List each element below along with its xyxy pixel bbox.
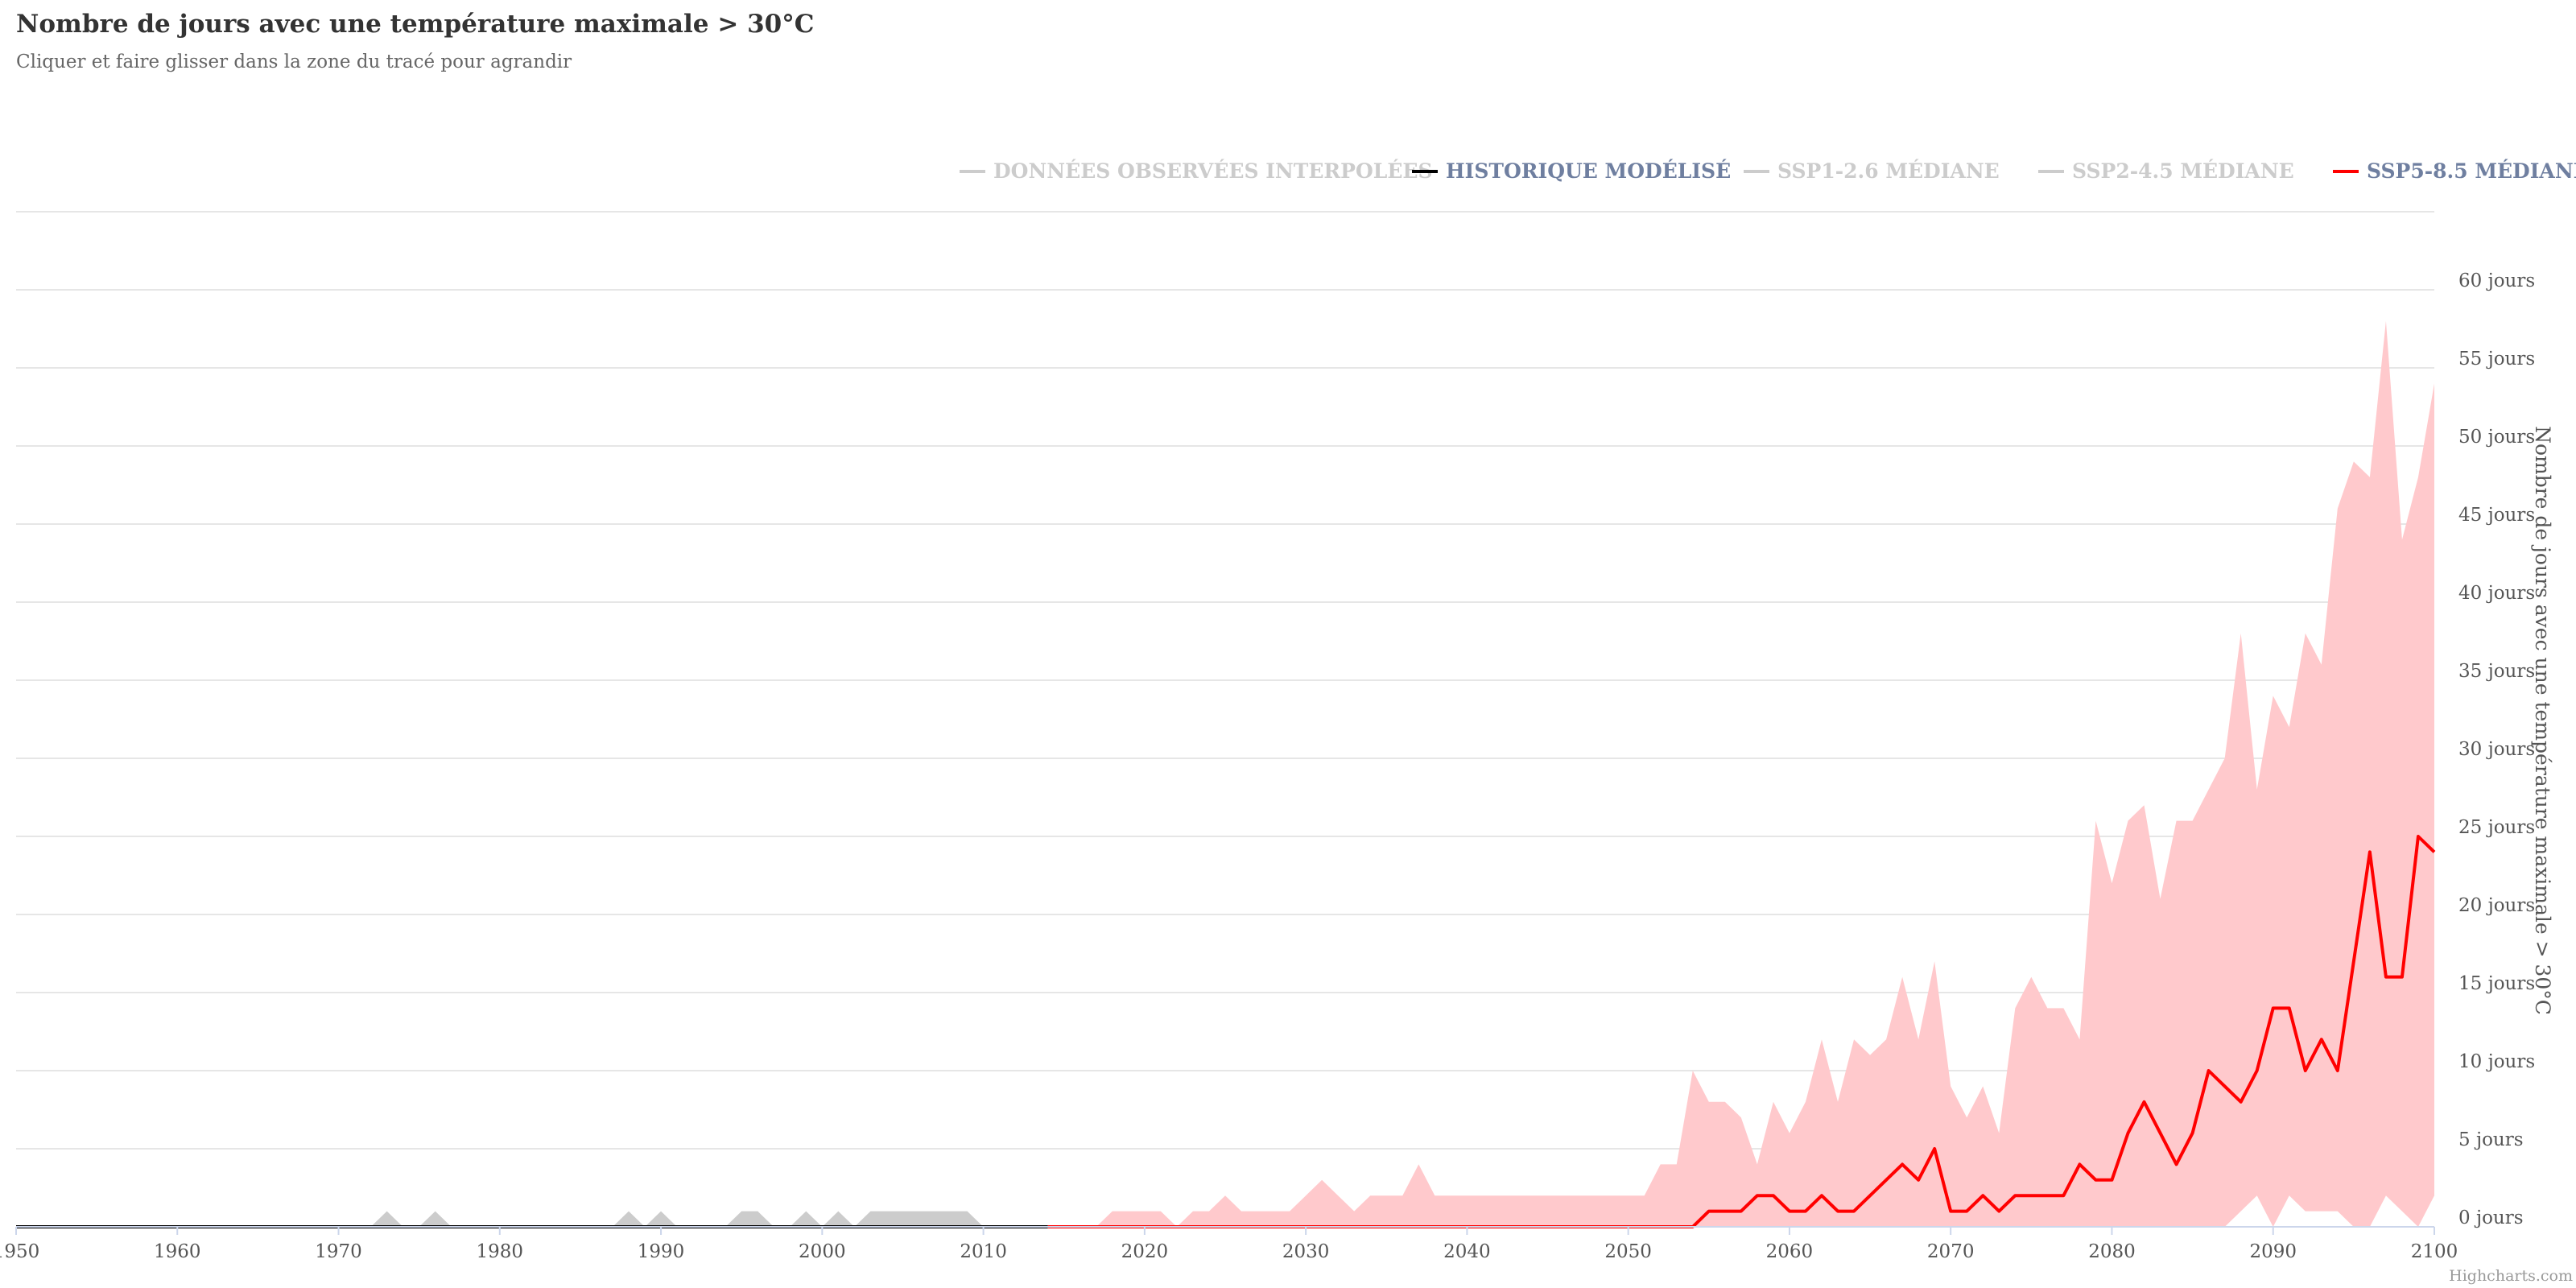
legend-item-ssp585[interactable]: SSP5-8.5 MÉDIANE — [2333, 159, 2576, 183]
y-tick-label: 30 jours — [2458, 739, 2535, 760]
y-axis-title: Nombre de jours avec une température max… — [2531, 426, 2554, 1015]
y-tick-label: 45 jours — [2458, 505, 2535, 526]
x-tick-label: 2030 — [1282, 1241, 1330, 1262]
series-line-ssp585[interactable] — [1047, 835, 2436, 1228]
x-tick-label: 1950 — [0, 1241, 39, 1262]
x-tick-label: 1980 — [477, 1241, 524, 1262]
x-tick-label: 2020 — [1121, 1241, 1169, 1262]
legend-swatch-historical — [1412, 169, 1438, 173]
x-tick-label: 1960 — [154, 1241, 201, 1262]
legend-item-ssp126[interactable]: SSP1-2.6 MÉDIANE — [1744, 159, 2000, 183]
x-tick-label: 2040 — [1443, 1241, 1491, 1262]
y-tick-label: 25 jours — [2458, 817, 2535, 838]
legend-label-ssp585: SSP5-8.5 MÉDIANE — [2367, 159, 2576, 183]
legend-label-ssp245: SSP2-4.5 MÉDIANE — [2072, 159, 2294, 183]
y-tick-label: 10 jours — [2458, 1051, 2535, 1072]
x-tick-label: 1970 — [315, 1241, 362, 1262]
x-tick-label: 1990 — [638, 1241, 685, 1262]
y-tick-label: 0 jours — [2458, 1208, 2524, 1228]
legend-swatch-ssp126 — [1744, 169, 1769, 173]
x-tick-label: 2000 — [799, 1241, 846, 1262]
y-tick-label: 40 jours — [2458, 583, 2535, 604]
y-tick-label: 60 jours — [2458, 270, 2535, 291]
range-area-historical[interactable] — [16, 1211, 1048, 1227]
y-axis: 0 jours 5 jours 10 jours 15 jours 20 jours 25… — [2458, 270, 2535, 1228]
x-tick-label: 2100 — [2411, 1241, 2458, 1262]
y-tick-label: 20 jours — [2458, 895, 2535, 916]
y-tick-label: 15 jours — [2458, 973, 2535, 994]
y-tick-label: 55 jours — [2458, 349, 2535, 369]
x-tick-label: 2090 — [2249, 1241, 2297, 1262]
range-areas — [16, 320, 2434, 1227]
credits[interactable]: Highcharts.com — [2449, 1267, 2573, 1285]
legend-swatch-ssp245 — [2038, 169, 2064, 173]
legend-swatch-ssp585 — [2333, 169, 2359, 173]
legend-label-historical: HISTORIQUE MODÉLISÉ — [1446, 159, 1732, 183]
x-tick-label: 2060 — [1766, 1241, 1814, 1262]
y-tick-label: 50 jours — [2458, 427, 2535, 448]
legend-item-historical[interactable]: HISTORIQUE MODÉLISÉ — [1412, 159, 1731, 183]
legend-swatch-observed — [960, 169, 985, 173]
x-tick-label: 2010 — [960, 1241, 1007, 1262]
x-axis: 1950 1960 1970 1980 1990 2000 2010 2020 2030 2040… — [0, 1226, 2458, 1262]
y-tick-label: 5 jours — [2458, 1129, 2524, 1150]
legend-item-ssp245[interactable]: SSP2-4.5 MÉDIANE — [2038, 159, 2294, 183]
legend-label-observed: DONNÉES OBSERVÉES INTERPOLÉES — [993, 159, 1433, 183]
range-area-ssp585[interactable] — [1047, 320, 2434, 1227]
legend-label-ssp126: SSP1-2.6 MÉDIANE — [1777, 159, 2000, 183]
x-tick-label: 2070 — [1927, 1241, 1975, 1262]
chart-title: Nombre de jours avec une température max… — [16, 10, 815, 39]
chart-subtitle: Cliquer et faire glisser dans la zone du… — [16, 52, 572, 72]
x-tick-label: 2080 — [2088, 1241, 2136, 1262]
x-tick-label: 2050 — [1604, 1241, 1652, 1262]
y-tick-label: 35 jours — [2458, 661, 2535, 682]
legend-item-observed[interactable]: DONNÉES OBSERVÉES INTERPOLÉES — [960, 159, 1433, 183]
